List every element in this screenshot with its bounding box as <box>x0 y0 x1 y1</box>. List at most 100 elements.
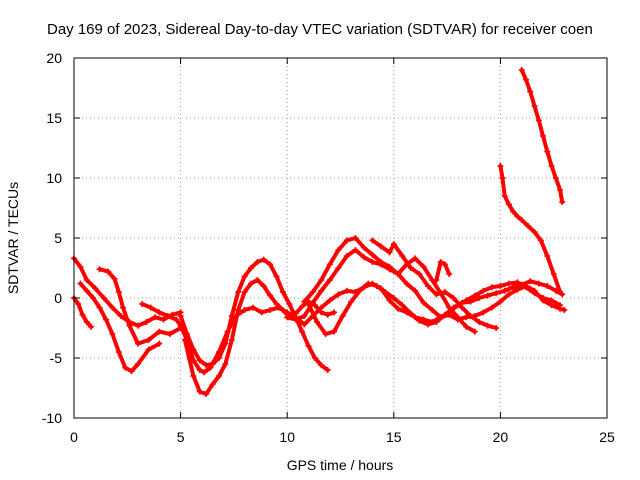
data-point <box>241 289 248 295</box>
plot-frame <box>73 57 608 419</box>
data-point <box>378 259 385 265</box>
data-point <box>156 340 163 347</box>
data-point <box>196 367 203 373</box>
data-point <box>75 301 82 307</box>
data-point <box>527 88 534 95</box>
data-point <box>120 304 127 311</box>
series-track-8 <box>284 247 564 323</box>
data-point <box>201 369 208 376</box>
data-point <box>181 337 188 343</box>
data-point <box>412 287 419 294</box>
data-point <box>450 304 457 311</box>
data-point <box>386 297 393 304</box>
data-point <box>122 364 129 371</box>
data-point <box>450 295 457 301</box>
data-point <box>540 295 547 301</box>
y-tick-label: -10 <box>42 410 62 426</box>
data-point <box>373 283 380 289</box>
data-point <box>318 277 325 283</box>
data-point <box>557 302 564 309</box>
data-point <box>416 271 423 277</box>
data-point <box>190 346 197 353</box>
data-point <box>247 265 254 271</box>
data-point <box>433 291 440 298</box>
data-point <box>90 295 97 301</box>
data-point <box>318 287 325 294</box>
data-point <box>273 273 280 280</box>
data-point <box>209 361 216 367</box>
data-point <box>100 295 107 301</box>
data-point <box>279 289 286 295</box>
data-point <box>420 299 427 306</box>
x-tick-label: 25 <box>599 429 615 445</box>
data-point <box>386 263 393 270</box>
y-axis-label: SDTVAR / TECUs <box>5 182 21 294</box>
data-point <box>309 299 316 306</box>
data-point <box>360 244 367 251</box>
data-point <box>484 322 491 329</box>
data-point <box>183 331 190 337</box>
data-point <box>177 313 184 319</box>
data-point <box>557 187 564 193</box>
data-point <box>407 265 414 271</box>
data-point <box>83 319 90 325</box>
data-point <box>301 313 308 319</box>
data-point <box>273 301 280 307</box>
data-point <box>139 301 146 307</box>
data-point <box>484 292 491 299</box>
data-point <box>339 313 346 319</box>
data-point <box>518 67 525 73</box>
data-point <box>365 280 372 287</box>
data-point <box>559 199 566 205</box>
data-point <box>548 297 555 304</box>
series-track-7 <box>177 256 331 373</box>
series-track-6 <box>181 277 338 397</box>
data-point <box>429 307 436 313</box>
data-point <box>343 287 350 294</box>
data-point <box>369 259 376 265</box>
data-point <box>552 175 559 181</box>
data-point <box>382 289 389 295</box>
data-point <box>286 301 293 307</box>
data-point <box>331 328 338 335</box>
data-point <box>488 304 495 311</box>
data-point <box>505 201 512 208</box>
data-point <box>531 229 538 235</box>
data-point <box>463 323 470 330</box>
data-point <box>254 277 261 283</box>
data-point <box>322 331 329 337</box>
data-point <box>164 313 171 319</box>
data-point <box>424 283 431 289</box>
data-point <box>292 316 299 323</box>
series-line <box>370 238 499 330</box>
data-point <box>115 349 122 355</box>
series-track-12 <box>433 259 453 283</box>
data-point <box>267 307 274 313</box>
data-point <box>378 243 385 250</box>
data-point <box>514 213 521 220</box>
series-line <box>434 260 452 282</box>
data-point <box>510 284 517 291</box>
data-point <box>215 373 222 379</box>
data-point <box>531 290 538 297</box>
data-point <box>267 261 274 268</box>
data-point <box>235 307 242 313</box>
data-point <box>557 289 564 295</box>
data-point <box>331 309 338 316</box>
data-point <box>463 314 470 321</box>
data-point <box>399 302 406 309</box>
data-point <box>433 319 440 325</box>
data-point <box>335 291 342 298</box>
data-point <box>203 362 210 369</box>
data-point <box>196 388 203 395</box>
data-point <box>318 362 325 369</box>
series-track-11 <box>369 237 500 331</box>
data-point <box>305 343 312 349</box>
data-point <box>143 319 150 325</box>
data-point <box>284 314 291 321</box>
data-point <box>522 76 529 83</box>
data-point <box>348 298 355 305</box>
data-point <box>147 304 154 311</box>
data-point <box>126 322 133 329</box>
